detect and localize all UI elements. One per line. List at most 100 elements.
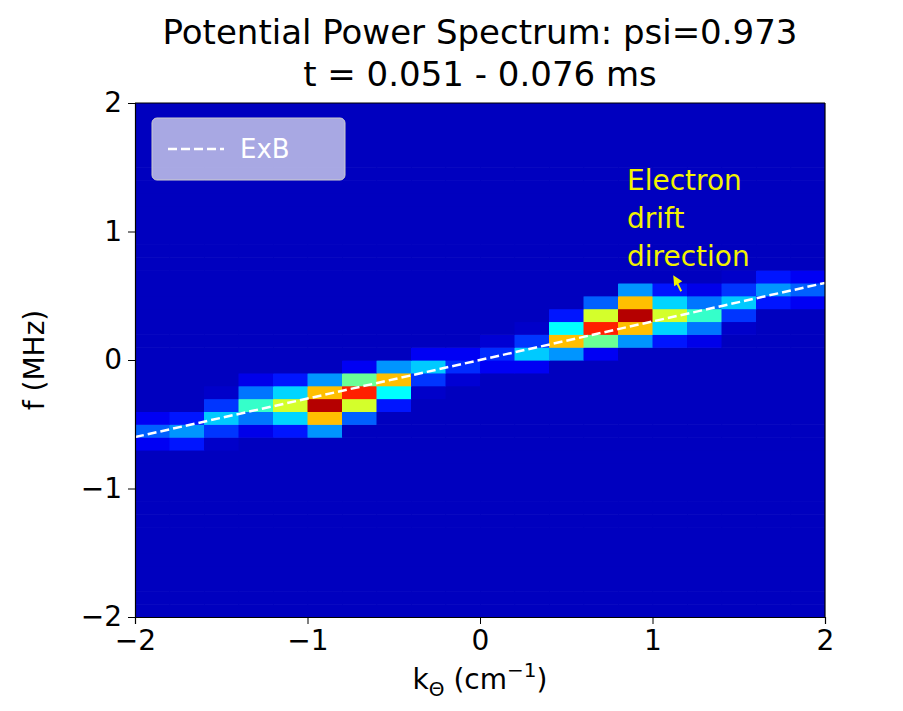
heatmap-cell <box>791 270 826 283</box>
heatmap-cell <box>342 129 377 142</box>
heatmap-cell <box>135 553 170 566</box>
heatmap-cell <box>170 219 205 232</box>
heatmap-cell <box>687 296 722 309</box>
heatmap-cell <box>273 501 308 514</box>
heatmap-cell <box>411 142 446 155</box>
heatmap-cell <box>170 257 205 270</box>
x-axis-title: kΘ (cm−1) <box>413 658 548 701</box>
heatmap-cell <box>377 321 412 334</box>
heatmap-cell <box>446 411 481 424</box>
heatmap-cell <box>791 309 826 322</box>
heatmap-cell <box>204 566 239 579</box>
heatmap-cell <box>204 347 239 360</box>
heatmap-cell <box>480 129 515 142</box>
heatmap-cell <box>411 309 446 322</box>
heatmap-cell <box>273 424 308 437</box>
heatmap-cell <box>584 309 619 322</box>
heatmap-cell <box>618 463 653 476</box>
heatmap-cell <box>687 206 722 219</box>
heatmap-cell <box>135 296 170 309</box>
heatmap-cell <box>308 411 343 424</box>
heatmap-cell <box>653 501 688 514</box>
heatmap-cell <box>273 604 308 617</box>
heatmap-cell <box>687 283 722 296</box>
heatmap-cell <box>170 450 205 463</box>
heatmap-cell <box>722 347 757 360</box>
heatmap-cell <box>170 578 205 591</box>
heatmap-cell <box>722 591 757 604</box>
heatmap-cell <box>342 463 377 476</box>
heatmap-cell <box>549 553 584 566</box>
heatmap-cell <box>446 270 481 283</box>
heatmap-cell <box>135 193 170 206</box>
heatmap-cell <box>480 193 515 206</box>
x-tick: 1 <box>644 617 662 657</box>
heatmap-cell <box>377 399 412 412</box>
heatmap-cell <box>584 347 619 360</box>
heatmap-cell <box>756 386 791 399</box>
heatmap-cell <box>480 386 515 399</box>
heatmap-cell <box>377 514 412 527</box>
heatmap-cell <box>515 373 550 386</box>
heatmap-cell <box>135 270 170 283</box>
heatmap-cell <box>584 540 619 553</box>
heatmap-cell <box>204 604 239 617</box>
heatmap-cell <box>722 103 757 116</box>
heatmap-cell <box>515 591 550 604</box>
heatmap-cell <box>342 270 377 283</box>
heatmap-cell <box>170 604 205 617</box>
heatmap-cell <box>756 540 791 553</box>
heatmap-cell <box>618 360 653 373</box>
heatmap-cell <box>135 373 170 386</box>
heatmap-cell <box>239 206 274 219</box>
heatmap-cell <box>308 450 343 463</box>
heatmap-cell <box>411 553 446 566</box>
heatmap-cell <box>170 244 205 257</box>
heatmap-cell <box>791 437 826 450</box>
heatmap-cell <box>273 244 308 257</box>
heatmap-cell <box>791 489 826 502</box>
heatmap <box>135 103 825 617</box>
heatmap-cell <box>170 540 205 553</box>
heatmap-cell <box>273 180 308 193</box>
heatmap-cell <box>273 296 308 309</box>
heatmap-cell <box>446 399 481 412</box>
heatmap-cell <box>342 437 377 450</box>
heatmap-cell <box>204 424 239 437</box>
heatmap-cell <box>480 257 515 270</box>
heatmap-cell <box>515 386 550 399</box>
heatmap-cell <box>480 270 515 283</box>
heatmap-cell <box>584 566 619 579</box>
heatmap-cell <box>722 360 757 373</box>
heatmap-cell <box>480 244 515 257</box>
heatmap-cell <box>239 257 274 270</box>
heatmap-cell <box>549 129 584 142</box>
frame <box>135 103 825 617</box>
heatmap-cell <box>653 604 688 617</box>
heatmap-cell <box>584 321 619 334</box>
heatmap-cell <box>653 103 688 116</box>
heatmap-cell <box>722 373 757 386</box>
heatmap-cell <box>377 476 412 489</box>
heatmap-cell <box>618 424 653 437</box>
heatmap-cell <box>653 527 688 540</box>
heatmap-cell <box>239 489 274 502</box>
heatmap-cell <box>135 399 170 412</box>
heatmap-cell <box>756 411 791 424</box>
heatmap-cell <box>549 167 584 180</box>
heatmap-cell <box>515 399 550 412</box>
heatmap-cell <box>273 489 308 502</box>
y-tick: −1 <box>81 472 135 505</box>
heatmap-cell <box>549 578 584 591</box>
heatmap-cell <box>342 411 377 424</box>
heatmap-cell <box>687 103 722 116</box>
heatmap-cell <box>687 514 722 527</box>
heatmap-cell <box>170 591 205 604</box>
heatmap-cell <box>480 463 515 476</box>
heatmap-cell <box>377 180 412 193</box>
heatmap-cell <box>756 347 791 360</box>
heatmap-cell <box>411 296 446 309</box>
heatmap-cell <box>549 142 584 155</box>
heatmap-cell <box>584 424 619 437</box>
heatmap-cell <box>273 103 308 116</box>
